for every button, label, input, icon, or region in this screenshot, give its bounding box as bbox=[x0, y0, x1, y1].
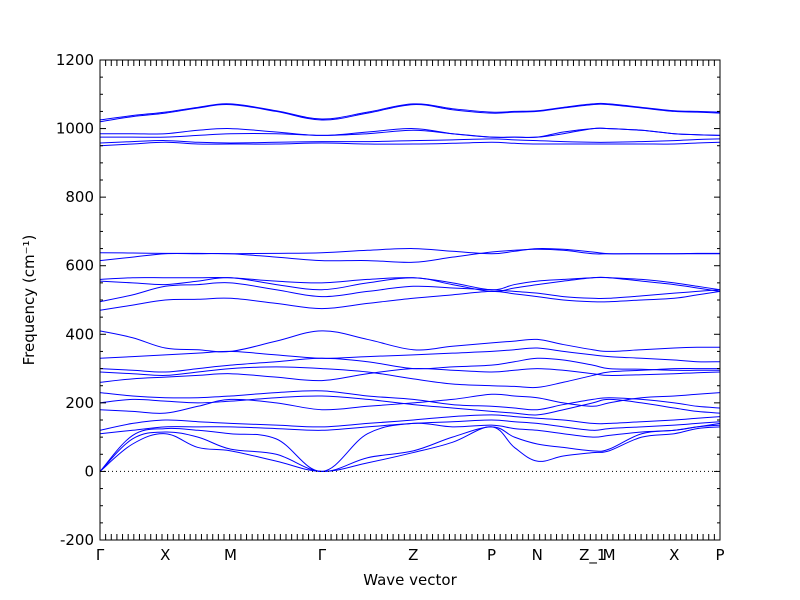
x-axis: Γ X M Γ Z P N Z_1M X P bbox=[96, 60, 725, 565]
band-line-3 bbox=[99, 422, 721, 472]
x-kpoint-label: X bbox=[160, 546, 170, 564]
x-kpoint-label: X bbox=[669, 546, 679, 564]
y-axis-label: Frequency (cm⁻¹) bbox=[20, 235, 38, 366]
band-line-18 bbox=[99, 248, 720, 263]
x-axis-label: Wave vector bbox=[363, 571, 457, 589]
band-line-19 bbox=[99, 247, 721, 255]
band-line-10 bbox=[99, 366, 720, 389]
band-line-8 bbox=[99, 390, 721, 411]
band-line-4 bbox=[99, 419, 721, 435]
y-axis: -200 0 200 400 600 800 1000 1200 bbox=[56, 51, 720, 549]
band-line-23 bbox=[99, 127, 721, 139]
band-line-17 bbox=[99, 276, 721, 291]
band-line-5 bbox=[99, 414, 721, 431]
x-kpoint-label: Z_1 bbox=[579, 546, 606, 565]
x-kpoint-label: Γ bbox=[96, 546, 105, 564]
band-line-9 bbox=[99, 367, 721, 383]
band-line-6 bbox=[99, 392, 721, 414]
x-kpoint-label: M bbox=[603, 546, 616, 564]
y-tick-label: 0 bbox=[84, 462, 94, 480]
band-line-20 bbox=[99, 141, 721, 147]
band-line-1 bbox=[99, 426, 721, 472]
band-line-12 bbox=[99, 347, 721, 363]
plot-frame bbox=[99, 59, 721, 541]
x-kpoint-label: Z bbox=[408, 546, 418, 564]
y-tick-label: -200 bbox=[60, 531, 94, 549]
band-line-24 bbox=[99, 103, 721, 123]
y-tick-label: 200 bbox=[65, 394, 94, 412]
band-line-16 bbox=[99, 276, 721, 293]
x-kpoint-label: Γ bbox=[318, 546, 327, 564]
band-lines bbox=[99, 102, 721, 472]
band-line-7 bbox=[99, 395, 721, 416]
x-kpoint-label: N bbox=[532, 546, 543, 564]
y-tick-label: 1200 bbox=[56, 51, 94, 69]
band-line-14 bbox=[99, 290, 721, 311]
x-kpoint-label: P bbox=[715, 546, 724, 564]
y-tick-label: 400 bbox=[65, 325, 94, 343]
band-line-13 bbox=[99, 330, 721, 353]
y-tick-label: 600 bbox=[65, 257, 94, 275]
band-line-21 bbox=[99, 138, 721, 144]
band-line-11 bbox=[99, 357, 720, 373]
x-kpoint-label: P bbox=[487, 546, 496, 564]
y-tick-label: 1000 bbox=[56, 120, 94, 138]
x-kpoint-label: M bbox=[224, 546, 237, 564]
band-line-2 bbox=[99, 424, 721, 472]
band-line-25 bbox=[99, 102, 721, 121]
y-tick-label: 800 bbox=[65, 188, 94, 206]
